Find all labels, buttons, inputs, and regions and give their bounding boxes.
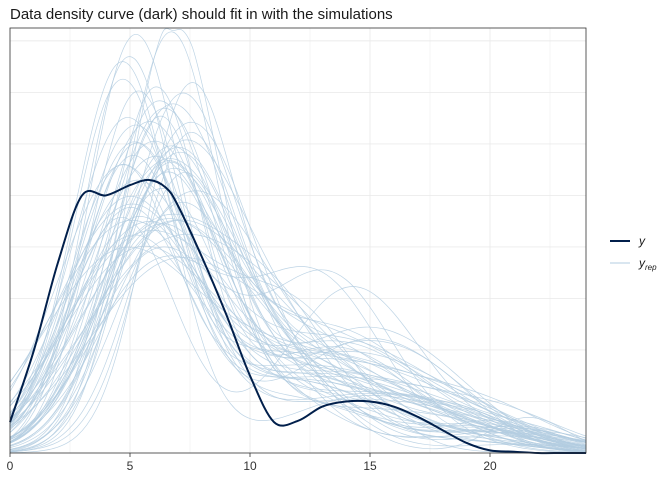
x-tick-label: 5 xyxy=(127,459,134,473)
yrep-curve xyxy=(9,86,587,450)
yrep-curve xyxy=(9,28,587,452)
yrep-curve xyxy=(9,140,587,453)
legend: y yrep xyxy=(610,234,657,272)
legend-y-label: y xyxy=(638,234,646,248)
chart-title: Data density curve (dark) should fit in … xyxy=(10,6,393,23)
x-tick-label: 0 xyxy=(7,459,14,473)
x-tick-label: 15 xyxy=(363,459,377,473)
yrep-curve xyxy=(9,179,587,452)
yrep-curve xyxy=(9,100,587,448)
x-axis: 0 5 10 15 20 xyxy=(7,453,497,473)
y-density-line xyxy=(9,178,586,455)
yrep-curve xyxy=(9,234,587,439)
yrep-curve xyxy=(9,155,587,445)
plot-border xyxy=(9,27,587,454)
yrep-curve xyxy=(9,220,587,451)
legend-yrep-subscript: rep xyxy=(645,263,657,272)
yrep-curve xyxy=(9,201,587,450)
yrep-curve xyxy=(9,229,586,454)
yrep-curve xyxy=(9,61,587,451)
yrep-curve xyxy=(9,103,587,452)
yrep-curve xyxy=(9,145,587,447)
yrep-curve xyxy=(9,233,587,443)
yrep-curve xyxy=(9,131,587,453)
yrep-curve xyxy=(9,216,587,448)
yrep-curve xyxy=(9,195,587,443)
yrep-curve xyxy=(9,78,587,449)
yrep-curve xyxy=(9,92,587,452)
yrep-curve xyxy=(9,121,587,442)
yrep-curve xyxy=(9,164,587,446)
yrep-curve xyxy=(9,141,587,453)
yrep-curve xyxy=(9,160,587,447)
legend-yrep-main: y xyxy=(638,256,646,270)
yrep-curve xyxy=(9,151,587,451)
yrep-curve xyxy=(9,155,587,450)
yrep-curve xyxy=(9,33,587,453)
x-tick-label: 20 xyxy=(483,459,497,473)
yrep-curve xyxy=(9,223,587,448)
x-tick-label: 10 xyxy=(243,459,257,473)
yrep-curve xyxy=(9,121,587,449)
yrep-curve xyxy=(9,216,587,450)
yrep-curve xyxy=(9,161,587,451)
yrep-curve xyxy=(9,172,587,453)
yrep-curve xyxy=(9,90,587,450)
y-curve xyxy=(9,178,586,455)
yrep-curve xyxy=(9,190,587,447)
yrep-curve xyxy=(9,31,587,453)
legend-yrep-label: yrep xyxy=(638,256,657,272)
yrep-curve xyxy=(9,117,587,449)
yrep-curves xyxy=(9,28,587,454)
yrep-curve xyxy=(9,246,587,454)
